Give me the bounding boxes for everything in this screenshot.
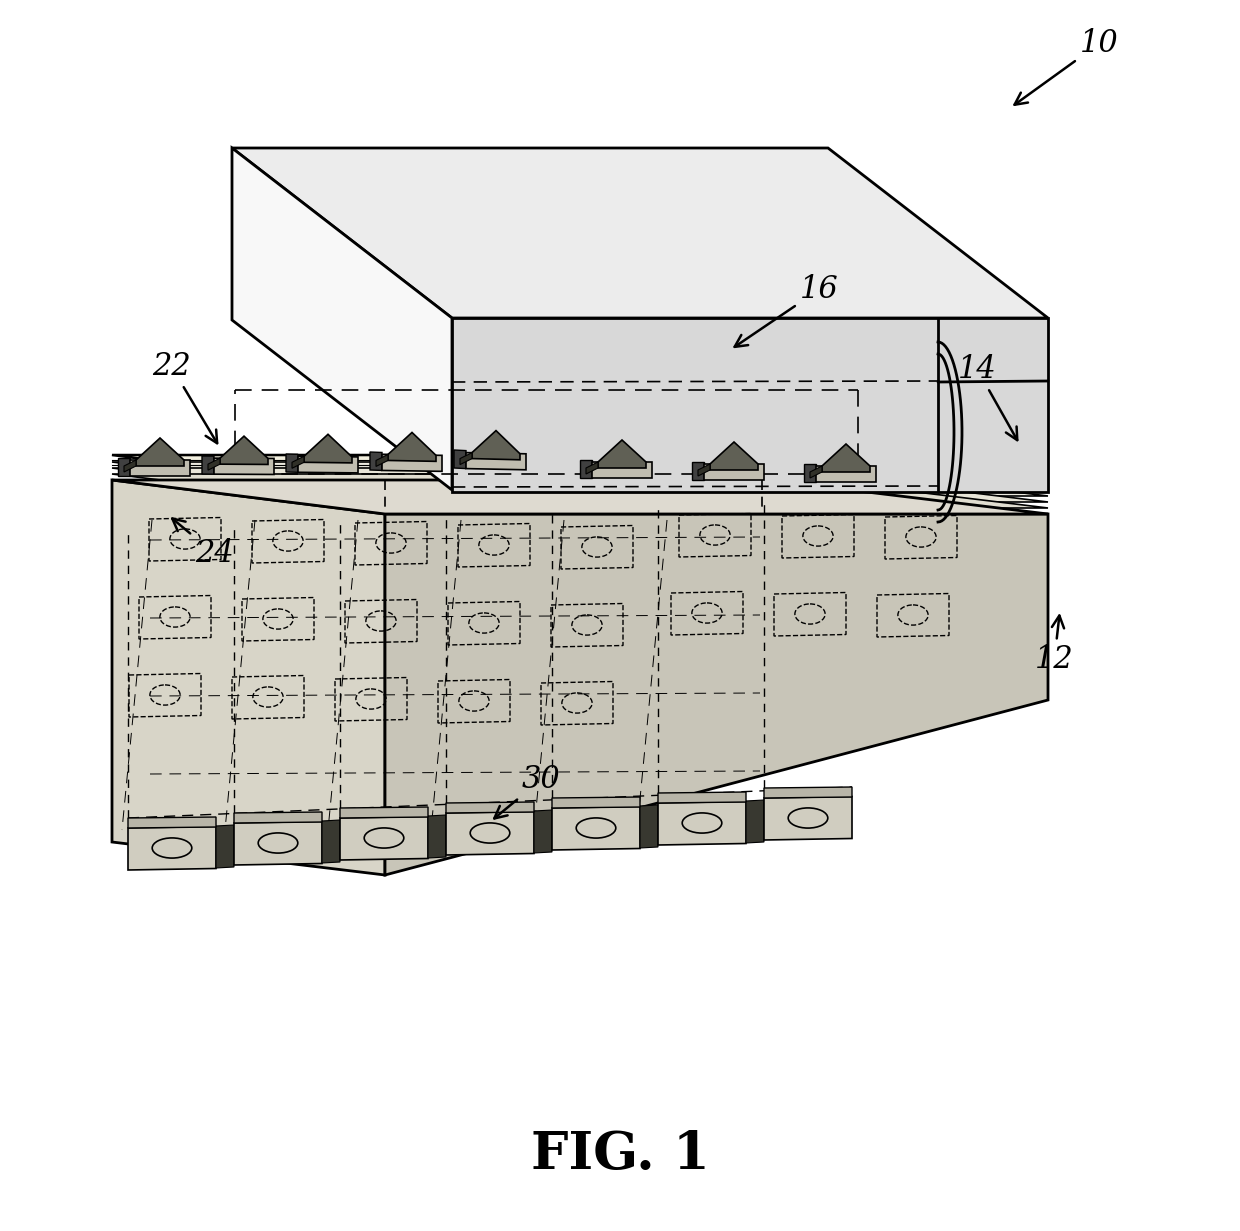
Polygon shape	[698, 464, 711, 476]
Text: 16: 16	[734, 275, 838, 347]
Polygon shape	[382, 454, 441, 471]
Polygon shape	[112, 474, 1048, 508]
Polygon shape	[232, 148, 1048, 318]
Polygon shape	[746, 800, 764, 843]
Polygon shape	[810, 467, 822, 478]
Polygon shape	[219, 436, 268, 464]
Polygon shape	[340, 816, 428, 860]
Polygon shape	[202, 455, 215, 474]
Polygon shape	[428, 815, 446, 858]
Polygon shape	[580, 460, 591, 478]
Text: 12: 12	[1035, 616, 1074, 675]
Polygon shape	[232, 148, 453, 490]
Text: 24: 24	[172, 518, 234, 569]
Polygon shape	[208, 458, 219, 470]
Polygon shape	[534, 810, 552, 853]
Polygon shape	[112, 480, 1048, 515]
Polygon shape	[764, 787, 852, 798]
Text: FIG. 1: FIG. 1	[531, 1130, 709, 1181]
Polygon shape	[388, 432, 436, 462]
Polygon shape	[804, 464, 816, 483]
Polygon shape	[130, 460, 190, 476]
Polygon shape	[112, 455, 1048, 490]
Polygon shape	[216, 825, 234, 868]
Polygon shape	[234, 821, 322, 865]
Polygon shape	[816, 467, 875, 483]
Polygon shape	[591, 462, 652, 478]
Text: 30: 30	[495, 764, 560, 819]
Polygon shape	[598, 439, 646, 468]
Polygon shape	[112, 462, 1048, 496]
Polygon shape	[384, 515, 1048, 875]
Polygon shape	[215, 458, 274, 474]
Text: 10: 10	[1014, 28, 1118, 105]
Polygon shape	[466, 453, 526, 470]
Polygon shape	[136, 438, 184, 467]
Polygon shape	[304, 435, 352, 463]
Polygon shape	[376, 454, 388, 467]
Polygon shape	[658, 801, 746, 844]
Polygon shape	[822, 444, 870, 471]
Polygon shape	[286, 454, 298, 473]
Polygon shape	[298, 457, 358, 473]
Polygon shape	[552, 796, 640, 808]
Polygon shape	[128, 826, 216, 870]
Polygon shape	[370, 452, 382, 470]
Polygon shape	[658, 792, 746, 803]
Polygon shape	[764, 796, 852, 840]
Polygon shape	[692, 462, 704, 480]
Polygon shape	[340, 808, 428, 819]
Polygon shape	[118, 458, 130, 476]
Polygon shape	[460, 453, 472, 464]
Polygon shape	[446, 811, 534, 856]
Polygon shape	[234, 812, 322, 824]
Polygon shape	[291, 457, 304, 468]
Polygon shape	[128, 817, 216, 828]
Polygon shape	[472, 431, 520, 460]
Polygon shape	[446, 803, 534, 812]
Text: 14: 14	[959, 355, 1017, 441]
Polygon shape	[711, 442, 758, 470]
Polygon shape	[552, 806, 640, 849]
Polygon shape	[640, 805, 658, 848]
Polygon shape	[124, 460, 136, 471]
Polygon shape	[322, 820, 340, 863]
Polygon shape	[112, 468, 1048, 502]
Polygon shape	[112, 480, 384, 875]
Polygon shape	[453, 318, 1048, 492]
Polygon shape	[587, 462, 598, 474]
Polygon shape	[454, 451, 466, 469]
Polygon shape	[704, 464, 764, 480]
Text: 22: 22	[153, 351, 217, 443]
